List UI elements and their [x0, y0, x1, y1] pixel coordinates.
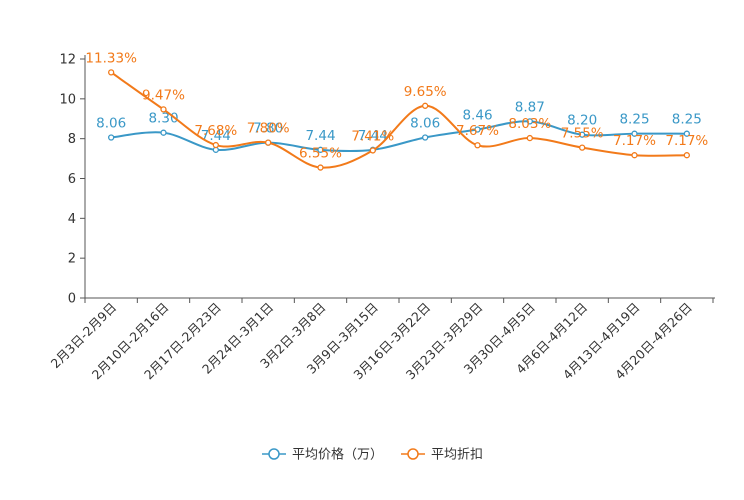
- series-2-point: [526, 134, 533, 142]
- y-tick-label: 10: [59, 92, 76, 107]
- legend-label: 平均价格（万）: [292, 447, 383, 463]
- series-2-point: [369, 147, 376, 154]
- series-1-data-label: 8.25: [619, 112, 649, 128]
- series-1-point: [683, 130, 690, 137]
- series-1-data-label: 8.25: [672, 112, 702, 128]
- series-2-data-label: 6.55%: [299, 146, 342, 162]
- series-1-data-label: 8.06: [96, 115, 126, 131]
- legend-item-1[interactable]: 平均价格（万）: [262, 447, 383, 463]
- series-2-data-label: 8.03%: [508, 116, 551, 132]
- series-1-data-label: 8.46: [462, 108, 492, 124]
- series-2-point: [474, 142, 481, 149]
- series-1-point: [422, 134, 429, 141]
- series-2-data-label: 7.67%: [456, 123, 499, 139]
- series-2-data-label: 11.33%: [85, 50, 137, 66]
- legend-marker-icon: [407, 448, 419, 460]
- series-1-point: [631, 130, 638, 137]
- series-1-data-label: 8.87: [515, 99, 545, 115]
- series-2-data-label: 9.65%: [404, 84, 447, 100]
- y-tick-label: 8: [68, 132, 76, 147]
- series-1-data-label: 7.44: [201, 128, 231, 144]
- series-1-data-label: 8.30: [148, 111, 178, 127]
- series-1-point: [474, 126, 481, 133]
- series-1-point: [579, 131, 586, 138]
- series-1-point: [160, 129, 167, 136]
- series-2-data-label: 9.47%: [142, 87, 185, 103]
- y-tick-label: 0: [68, 292, 76, 307]
- series-2-point: [108, 69, 115, 76]
- series-line-1: [111, 120, 687, 153]
- series-1-data-label: 7.80: [253, 121, 283, 137]
- series-1-data-label: 8.06: [410, 115, 440, 131]
- legend-label: 平均折扣: [431, 448, 483, 463]
- series-2-point: [265, 139, 272, 146]
- series-2-point: [683, 152, 690, 159]
- series-2-data-label: 7.55%: [561, 126, 604, 142]
- series-1-data-label: 8.20: [567, 113, 597, 129]
- y-tick-label: 2: [68, 252, 76, 267]
- series-2-data-label: 7.68%: [194, 123, 237, 139]
- legend-marker-icon: [268, 448, 280, 460]
- y-tick-label: 12: [59, 53, 76, 68]
- series-2-point: [212, 141, 219, 149]
- series-2-point: [579, 144, 586, 151]
- series-2-point: [631, 152, 638, 159]
- series-1-point: [108, 134, 115, 141]
- series-1-point: [526, 118, 533, 125]
- series-2-point: [422, 102, 429, 109]
- series-2-data-label: 7.41%: [351, 128, 394, 144]
- series-2-data-label: 7.17%: [613, 133, 656, 149]
- series-line-2: [110, 71, 687, 169]
- series-2-point: [317, 164, 324, 171]
- series-2-data-label: 7.17%: [665, 133, 708, 149]
- series-2-point: [160, 106, 167, 113]
- y-tick-label: 6: [68, 172, 76, 187]
- series-1-data-label: 7.44: [358, 128, 388, 144]
- series-2-data-label: 7.80%: [247, 121, 290, 137]
- series-1-point: [317, 146, 324, 153]
- series-1-data-label: 7.44: [305, 128, 335, 144]
- legend-item-2[interactable]: 平均折扣: [401, 448, 483, 463]
- y-tick-label: 4: [68, 212, 76, 227]
